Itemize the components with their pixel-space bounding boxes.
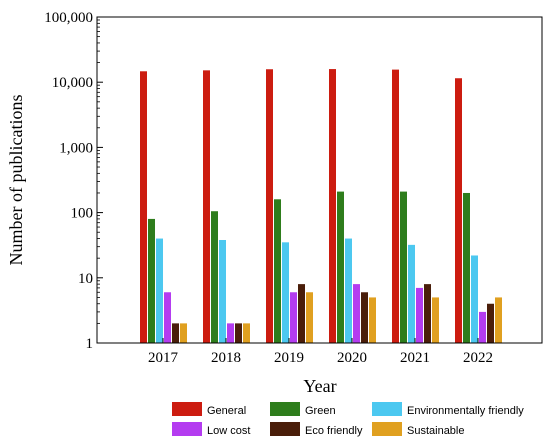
- bar-low-cost-2019: [290, 292, 297, 343]
- legend-label: Environmentally friendly: [407, 405, 524, 417]
- bar-sustainable-2021: [432, 297, 439, 343]
- bar-environmentally-friendly-2018: [219, 239, 226, 343]
- plot-frame: [96, 16, 543, 344]
- bar-environmentally-friendly-2020: [345, 238, 352, 343]
- legend-label: Sustainable: [407, 425, 465, 437]
- bars-group: [140, 69, 502, 344]
- bar-low-cost-2017: [164, 292, 171, 343]
- bar-environmentally-friendly-2017: [156, 238, 163, 343]
- bar-environmentally-friendly-2019: [282, 242, 289, 343]
- bar-eco-friendly-2020: [361, 292, 368, 343]
- legend-label: Low cost: [207, 425, 250, 437]
- y-tick-label: 1,000: [59, 140, 93, 156]
- bar-environmentally-friendly-2021: [408, 244, 415, 343]
- bar-general-2021: [392, 69, 399, 343]
- bar-general-2019: [266, 69, 273, 343]
- bar-green-2017: [148, 218, 155, 343]
- y-tick-label: 10: [78, 271, 93, 287]
- legend-swatch: [270, 422, 300, 436]
- legend-swatch: [372, 402, 402, 416]
- x-tick-label: 2020: [337, 350, 367, 366]
- bar-sustainable-2017: [180, 323, 187, 343]
- legend-swatch: [270, 402, 300, 416]
- x-tick-label: 2019: [274, 350, 304, 366]
- bar-sustainable-2019: [306, 292, 313, 343]
- bar-green-2019: [274, 199, 281, 343]
- x-axis: 2017 2018 2019 2020 2021 2022: [148, 338, 493, 366]
- x-tick-label: 2017: [148, 350, 179, 366]
- bar-general-2020: [329, 69, 336, 343]
- bar-sustainable-2022: [495, 297, 502, 343]
- bar-green-2022: [463, 192, 470, 343]
- bar-eco-friendly-2021: [424, 284, 431, 343]
- y-tick-label: 100: [71, 206, 94, 222]
- x-tick-label: 2022: [463, 350, 493, 366]
- y-axis: 1 10 100 1,000 10,000 100,000: [44, 10, 103, 352]
- bar-environmentally-friendly-2022: [471, 255, 478, 343]
- y-tick-label: 100,000: [44, 10, 93, 26]
- bar-general-2018: [203, 70, 210, 343]
- bar-eco-friendly-2018: [235, 323, 242, 343]
- y-tick-label: 10,000: [52, 75, 93, 91]
- legend: General Green Environmentally friendly Low …: [172, 402, 524, 437]
- bar-green-2018: [211, 211, 218, 343]
- bar-low-cost-2018: [227, 323, 234, 343]
- legend-label: Eco friendly: [305, 425, 363, 437]
- legend-swatch: [172, 402, 202, 416]
- x-axis-title: Year: [303, 376, 336, 396]
- legend-label: Green: [305, 405, 336, 417]
- legend-swatch: [372, 422, 402, 436]
- bar-general-2022: [455, 78, 462, 344]
- bar-low-cost-2020: [353, 284, 360, 343]
- y-axis-title: Number of publications: [6, 95, 26, 266]
- bar-green-2020: [337, 191, 344, 343]
- bar-low-cost-2022: [479, 311, 486, 343]
- legend-swatch: [172, 422, 202, 436]
- x-tick-label: 2021: [400, 350, 430, 366]
- bar-sustainable-2020: [369, 297, 376, 343]
- legend-label: General: [207, 405, 246, 417]
- bar-eco-friendly-2022: [487, 303, 494, 343]
- bar-low-cost-2021: [416, 287, 423, 343]
- y-tick-label: 1: [86, 336, 94, 352]
- bar-eco-friendly-2017: [172, 323, 179, 343]
- bar-green-2021: [400, 191, 407, 343]
- x-tick-label: 2018: [211, 350, 241, 366]
- bar-sustainable-2018: [243, 323, 250, 343]
- bar-eco-friendly-2019: [298, 284, 305, 343]
- bar-general-2017: [140, 71, 147, 344]
